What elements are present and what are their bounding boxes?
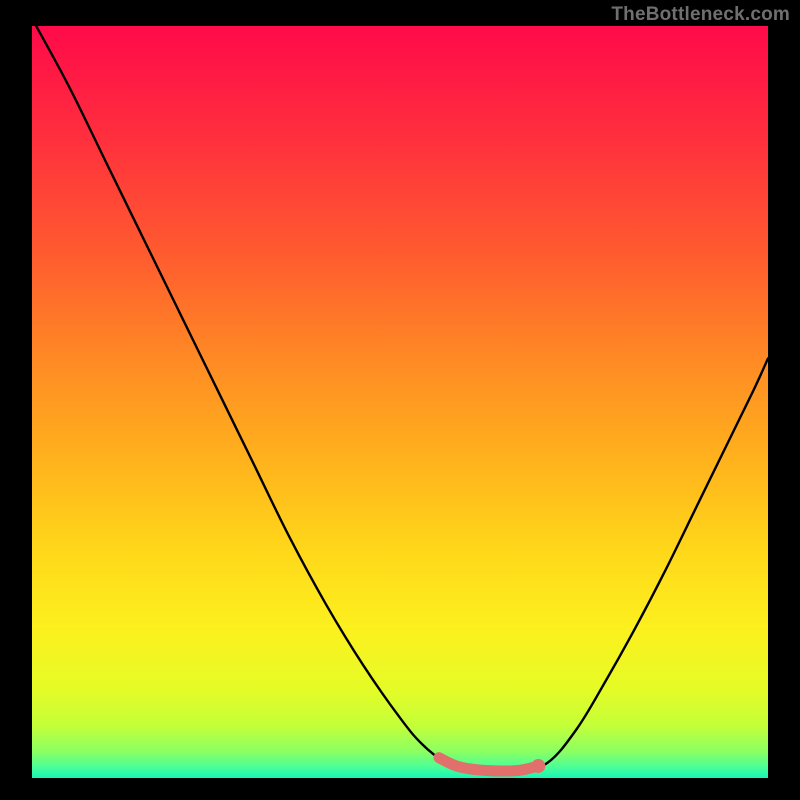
optimal-range-end-marker (531, 759, 545, 773)
gradient-background (32, 26, 768, 778)
chart-container: TheBottleneck.com (0, 0, 800, 800)
bottleneck-curve-chart (0, 0, 800, 800)
